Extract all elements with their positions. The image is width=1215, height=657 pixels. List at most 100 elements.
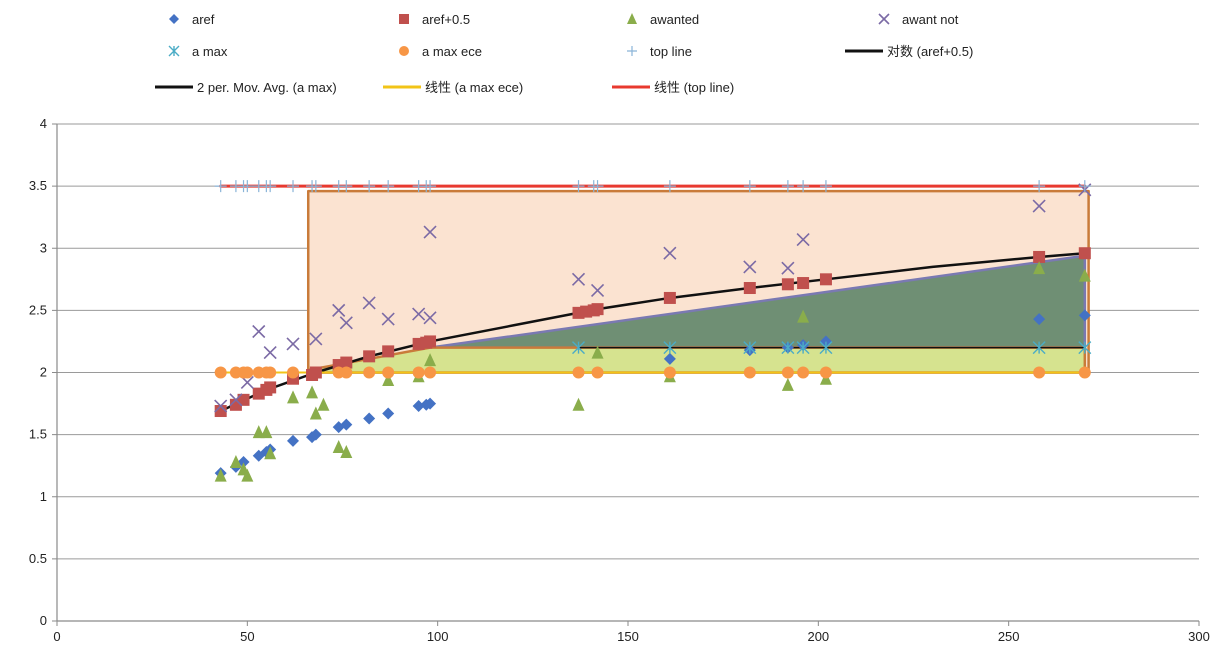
legend-label: awanted: [650, 12, 699, 27]
point-top-line: [819, 180, 832, 193]
point-aref-0-5: [382, 345, 395, 358]
x-tick-label: 250: [998, 629, 1020, 644]
point-awanted: [214, 468, 227, 482]
point-a-max: [743, 341, 757, 355]
point-a-max-ece: [1078, 366, 1091, 379]
point-aref: [1033, 313, 1046, 326]
legend-item-aref: aref: [169, 12, 215, 27]
point-awant-not: [1032, 199, 1046, 213]
point-awant-not: [663, 246, 677, 260]
legend-label: a max ece: [422, 44, 482, 59]
point-aref-0-5: [781, 278, 794, 291]
point-awant-not: [214, 399, 228, 413]
point-a-max-ece: [340, 366, 353, 379]
point-a-max-ece: [214, 366, 227, 379]
point-awant-not: [590, 283, 605, 298]
point-awant-not: [423, 225, 437, 239]
point-aref-0-5: [309, 366, 322, 379]
point-a-max-ece: [382, 366, 395, 379]
legend-label: top line: [650, 44, 692, 59]
point-aref-0-5: [264, 381, 277, 394]
point-top-line: [287, 180, 300, 193]
point-awant-not: [743, 260, 757, 274]
x-tick-label: 100: [427, 629, 449, 644]
point-a-max-ece: [663, 366, 676, 379]
legend-label: 线性 (top line): [654, 80, 734, 95]
point-awanted: [1078, 268, 1091, 282]
series-top-line: [214, 180, 1091, 193]
point-awant-not: [423, 311, 437, 325]
point-awant-not: [381, 312, 395, 326]
point-a-max-ece: [572, 366, 585, 379]
legend-item-aref-0-5: 对数 (aref+0.5): [845, 44, 973, 59]
point-a-max: [1078, 341, 1092, 355]
y-tick-label: 4: [40, 116, 47, 131]
x-tick-label: 200: [807, 629, 829, 644]
point-aref: [382, 407, 395, 420]
point-aref-0-5: [340, 356, 353, 369]
legend-swatch: [627, 46, 637, 56]
point-top-line: [1078, 180, 1091, 193]
point-a-max-ece: [264, 366, 277, 379]
point-aref-0-5: [819, 273, 832, 286]
legend-swatch: [169, 14, 179, 24]
point-aref: [1078, 309, 1091, 322]
legend-label: a max: [192, 44, 228, 59]
point-top-line: [363, 180, 376, 193]
legend-label: aref+0.5: [422, 12, 470, 27]
point-awanted: [287, 390, 300, 404]
point-aref-0-5: [743, 282, 756, 295]
y-tick-label: 2: [40, 365, 47, 380]
point-awant-not: [412, 307, 426, 321]
x-tick-label: 0: [53, 629, 60, 644]
point-a-max-ece: [819, 366, 832, 379]
point-awanted: [252, 425, 265, 439]
point-a-max-ece: [591, 366, 604, 379]
point-awant-not: [229, 393, 243, 407]
point-a-max: [663, 341, 677, 355]
legend-swatch: [627, 13, 637, 24]
point-aref-0-5: [663, 291, 676, 304]
point-awant-not: [362, 296, 376, 310]
point-aref: [340, 418, 353, 431]
legend-item-top-line: top line: [627, 44, 692, 59]
point-a-max: [1032, 341, 1046, 355]
point-a-max: [781, 341, 795, 355]
point-awanted: [424, 353, 437, 367]
point-aref-0-5: [1078, 247, 1091, 260]
point-top-line: [309, 180, 322, 193]
y-tick-label: 0: [40, 613, 47, 628]
point-a-max-ece: [1033, 366, 1046, 379]
point-aref-0-5: [424, 335, 437, 348]
point-awanted: [781, 377, 794, 391]
point-top-line: [241, 180, 254, 193]
y-tick-label: 3.5: [29, 178, 47, 193]
y-tick-label: 1.5: [29, 427, 47, 442]
point-top-line: [340, 180, 353, 193]
point-a-max-ece: [287, 366, 300, 379]
point-top-line: [382, 180, 395, 193]
point-awant-not: [571, 272, 586, 286]
point-a-max-ece: [781, 366, 794, 379]
y-tick-label: 2.5: [29, 302, 47, 317]
point-a-max-ece: [241, 366, 254, 379]
region-yellow-band: [306, 346, 1087, 374]
point-a-max-ece: [363, 366, 376, 379]
point-aref: [412, 400, 425, 413]
legend-swatch: [168, 45, 180, 57]
point-awant-not: [309, 332, 323, 346]
point-awant-not: [252, 324, 266, 339]
series-a-max-ece: [214, 366, 1091, 379]
legend-label: aref: [192, 12, 215, 27]
point-awanted: [309, 406, 322, 420]
legend-swatch: [399, 46, 409, 56]
point-aref-0-5: [591, 303, 604, 316]
point-awant-not: [263, 346, 277, 360]
legend-item-awant-not: awant not: [878, 12, 959, 27]
point-awanted: [241, 468, 254, 482]
legend-swatch: [878, 13, 890, 25]
series-aref-0-5: [214, 247, 1091, 418]
point-top-line: [781, 180, 794, 193]
point-awant-not: [781, 261, 795, 275]
legend-item-top-line: 线性 (top line): [612, 80, 734, 95]
